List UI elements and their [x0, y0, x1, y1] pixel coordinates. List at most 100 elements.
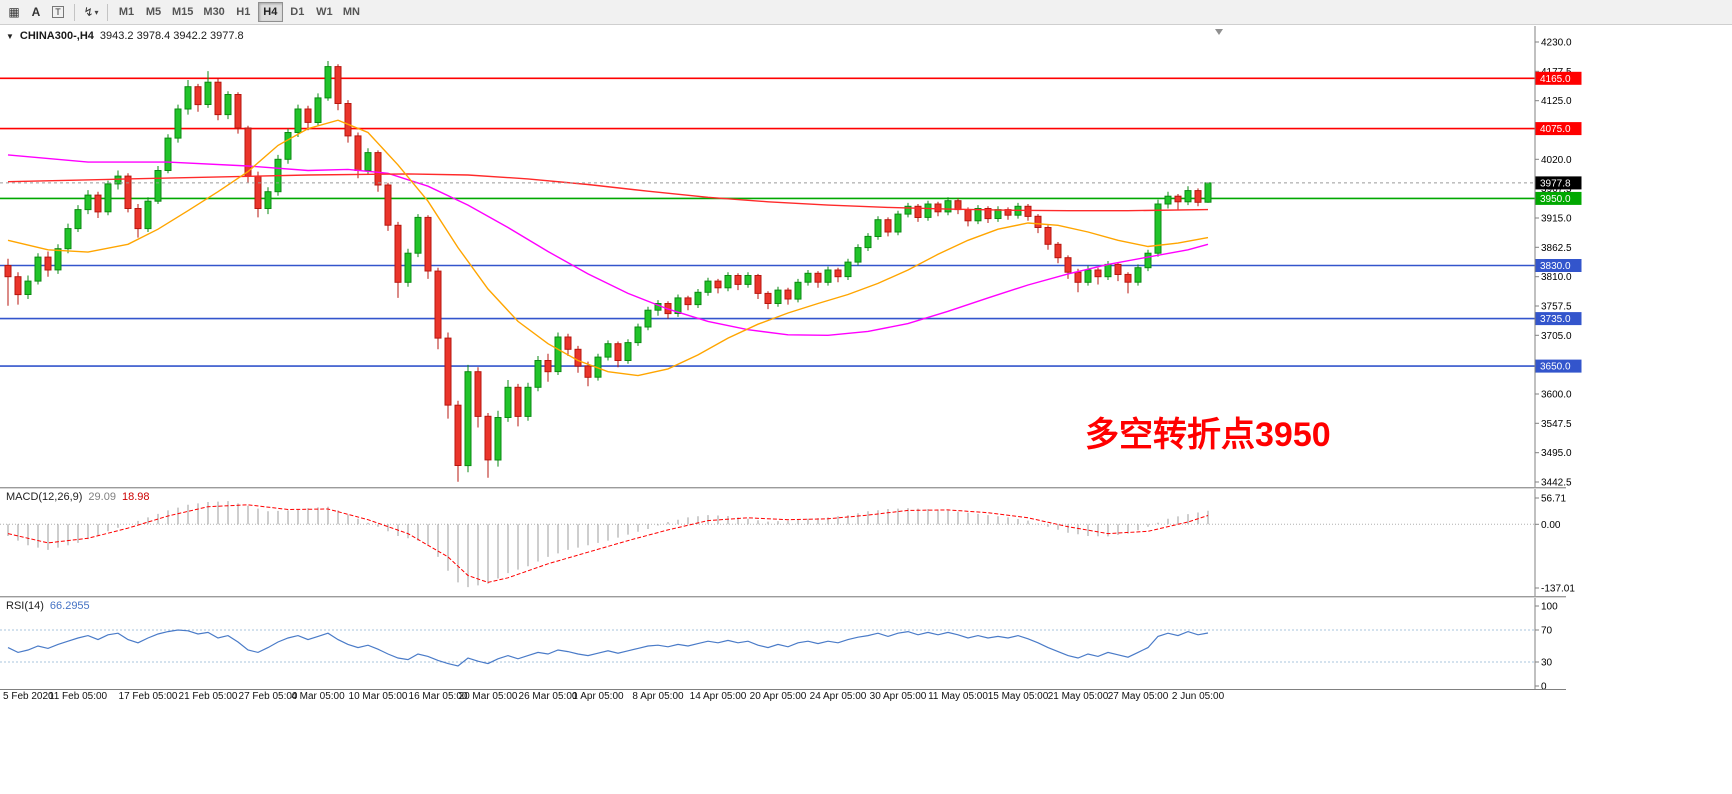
hline-axis-badge	[1535, 259, 1582, 272]
ma-magenta	[7, 154, 1209, 337]
chart-title: ▼ CHINA300-,H4 3943.2 3978.4 3942.2 3977…	[6, 30, 244, 42]
time-axis-label: 11 Feb 05:00	[48, 691, 108, 702]
timeframe-button-m15[interactable]: M15	[168, 2, 197, 22]
timeframe-button-w1[interactable]: W1	[312, 2, 337, 22]
toolbar: ▦ A T ↯ ▾ M1 M5 M15 M30 H1 H4 D1 W1 MN	[0, 0, 1732, 25]
macd-signal-value: 18.98	[121, 491, 150, 503]
macd-tick-label: 0.00	[1541, 520, 1561, 531]
time-axis-label: 4 Mar 05:00	[291, 691, 345, 702]
price-tick-label: 3495.0	[1541, 448, 1572, 459]
price-axis[interactable]: 4230.04177.54125.04072.54020.03967.53915…	[1534, 26, 1582, 488]
hline-price-label: 4165.0	[1540, 74, 1571, 85]
rsi-tick-label: 70	[1541, 626, 1553, 637]
time-axis-label: 21 Feb 05:00	[178, 691, 238, 702]
macd-tick-label: 56.71	[1541, 494, 1566, 505]
time-axis-label: 11 May 05:00	[928, 691, 988, 702]
price-tick-label: 3442.5	[1541, 478, 1572, 488]
rsi-tick-label: 30	[1541, 658, 1553, 669]
chart-windows-button[interactable]: ▦	[3, 2, 25, 23]
rsi-panel-canvas[interactable]: 100 70 30 0	[0, 598, 1590, 690]
toolbar-separator	[74, 3, 75, 21]
candles	[4, 61, 1212, 482]
time-axis-label: 17 Feb 05:00	[118, 691, 178, 702]
text-tool-button[interactable]: A	[25, 2, 47, 23]
price-tick-label: 3757.5	[1541, 302, 1572, 313]
time-axis-label: 5 Feb 2020	[3, 691, 54, 702]
hline-axis-badge	[1535, 312, 1582, 326]
price-tick-label: 4020.0	[1541, 155, 1572, 166]
timeframe-button-m30[interactable]: M30	[199, 2, 228, 22]
price-tick-label: 3967.5	[1541, 184, 1572, 195]
panel-separator[interactable]	[0, 596, 1566, 598]
time-axis-label: 21 May 05:00	[1047, 691, 1109, 702]
time-axis-line	[0, 689, 1566, 690]
hline-axis-badge	[1535, 71, 1582, 85]
timeframe-button-h1[interactable]: H1	[231, 2, 256, 22]
rsi-tick-label: 100	[1541, 602, 1558, 613]
ohlc-values: 3943.2 3978.4 3942.2 3977.8	[99, 30, 244, 42]
ma-red	[7, 173, 1209, 212]
timeframe-button-d1[interactable]: D1	[285, 2, 310, 22]
price-tick-label: 3600.0	[1541, 390, 1572, 401]
rsi-axis[interactable]: 100 70 30 0	[1534, 598, 1558, 690]
price-tick-label: 3862.5	[1541, 243, 1572, 254]
hline-price-label: 3735.0	[1540, 314, 1571, 325]
price-tick-label: 3547.5	[1541, 419, 1572, 430]
zigzag-icon: ↯	[83, 5, 94, 19]
current-price-badge	[1535, 176, 1582, 190]
line-studies-button[interactable]: ↯ ▾	[80, 2, 102, 23]
hline-price-label: 3950.0	[1540, 194, 1571, 205]
time-axis-label: 15 May 05:00	[987, 691, 1049, 702]
time-axis-label: 10 Mar 05:00	[348, 691, 408, 702]
chart-annotation-text[interactable]: 多空转折点3950	[1085, 416, 1331, 454]
time-axis-label: 27 Feb 05:00	[238, 691, 298, 702]
hline-price-label: 3830.0	[1540, 261, 1571, 272]
price-tick-label: 4125.0	[1541, 96, 1572, 107]
ma-orange	[7, 119, 1209, 377]
hline-axis-badge	[1535, 359, 1582, 373]
macd-tick-label: -137.01	[1541, 584, 1575, 595]
price-tick-label: 3810.0	[1541, 272, 1572, 283]
timeframe-buttons: M1 M5 M15 M30 H1 H4 D1 W1 MN	[113, 2, 365, 22]
time-axis[interactable]: 5 Feb 2020 11 Feb 05:00 17 Feb 05:00 21 Feb…	[0, 691, 1566, 706]
rsi-label: RSI(14) 66.2955	[6, 600, 90, 612]
chevron-down-icon: ▾	[94, 7, 99, 17]
macd-label: MACD(12,26,9) 29.09 18.98	[6, 491, 149, 503]
main-chart-canvas[interactable]: 4230.04177.54125.04072.54020.03967.53915…	[0, 26, 1590, 487]
hline-price-label: 3650.0	[1540, 362, 1571, 373]
hline-axis-badge	[1535, 191, 1582, 205]
time-axis-label: 20 Apr 05:00	[749, 691, 807, 702]
toolbar-separator	[107, 3, 108, 21]
label-tool-button[interactable]: T	[47, 2, 69, 23]
symbol-period-label: CHINA300-,H4	[19, 30, 94, 42]
macd-signal-line	[7, 504, 1209, 583]
panel-separator[interactable]	[0, 487, 1566, 489]
time-axis-label: 27 May 05:00	[1107, 691, 1169, 702]
macd-name: MACD(12,26,9)	[6, 491, 83, 503]
macd-axis[interactable]: 56.71 0.00 -137.01	[1534, 489, 1575, 596]
time-axis-label: 16 Mar 05:00	[408, 691, 468, 702]
timeframe-button-mn[interactable]: MN	[339, 2, 364, 22]
time-axis-label: 14 Apr 05:00	[689, 691, 747, 702]
chart-grid-icon: ▦	[8, 5, 20, 19]
time-axis-label: 8 Apr 05:00	[632, 691, 684, 702]
timeframe-button-m1[interactable]: M1	[114, 2, 139, 22]
macd-panel-canvas[interactable]: 56.71 0.00 -137.01	[0, 489, 1590, 596]
text-a-icon: A	[31, 5, 41, 19]
timeframe-button-m5[interactable]: M5	[141, 2, 166, 22]
time-axis-label: 2 Jun 05:00	[1171, 691, 1225, 702]
text-label-icon: T	[52, 6, 64, 18]
time-axis-label: 26 Mar 05:00	[518, 691, 578, 702]
dropdown-triangle-icon[interactable]: ▼	[6, 31, 14, 41]
rsi-line	[7, 629, 1209, 667]
time-axis-label: 20 Mar 05:00	[458, 691, 518, 702]
time-axis-label: 1 Apr 05:00	[572, 691, 624, 702]
rsi-value: 66.2955	[49, 600, 90, 612]
timeframe-button-h4[interactable]: H4	[257, 2, 283, 22]
time-axis-label: 30 Apr 05:00	[869, 691, 927, 702]
current-price-axis-label: 3977.8	[1540, 178, 1571, 189]
chart-shift-marker-icon[interactable]	[1215, 29, 1223, 35]
rsi-name: RSI(14)	[6, 600, 44, 612]
price-tick-label: 3915.0	[1541, 214, 1572, 225]
price-tick-label: 3705.0	[1541, 331, 1572, 342]
